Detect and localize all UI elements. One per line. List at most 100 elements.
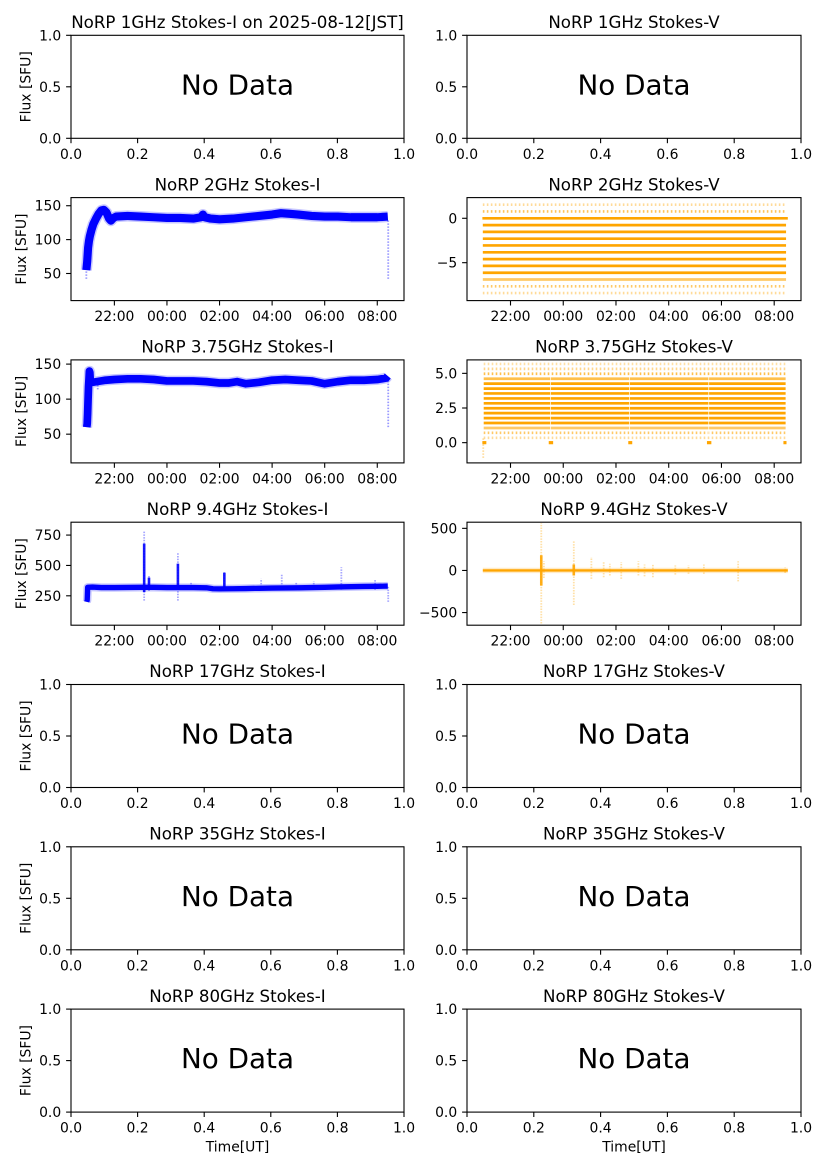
- x-tick-label: 0.2: [523, 958, 545, 974]
- x-tick-label: 0.6: [260, 796, 282, 812]
- x-tick-label: 0.2: [523, 147, 545, 163]
- x-tick-label: 0.2: [127, 147, 149, 163]
- x-tick-label: 0.8: [326, 147, 348, 163]
- panel-80ghz-stokes-i: 0.0 0.2 0.4 0.6 0.8 1.0 0.0 0.5 1.0 NoRP 80GHz St…: [19, 987, 416, 1156]
- x-tick-label: 08:00: [357, 634, 397, 650]
- x-tick-label: 00:00: [543, 634, 583, 650]
- axes-frame: [70, 359, 405, 464]
- y-tick-label: 5.0: [435, 366, 457, 382]
- x-tick-label: 0.4: [193, 958, 215, 974]
- y-tick-label: 1.0: [39, 28, 61, 44]
- x-tick-label: 0.6: [260, 958, 282, 974]
- x-tick-label: 0.4: [590, 147, 612, 163]
- zero-level-block: [548, 441, 554, 445]
- zero-level-block: [482, 441, 487, 445]
- x-tick-label: 0.2: [127, 1121, 149, 1137]
- panel-2ghz-stokes-i: 22:00 00:00 02:00 04:00 06:00 08:00 50 100 150 No…: [14, 175, 405, 325]
- no-data-annotation: No Data: [577, 880, 690, 913]
- x-tick-label: 06:00: [701, 634, 741, 650]
- y-tick-label: 0.5: [435, 80, 457, 96]
- x-tick-label: 0.2: [523, 1121, 545, 1137]
- x-tick-label: 08:00: [357, 309, 397, 325]
- x-tick-label: 0.0: [456, 796, 478, 812]
- x-tick-label: 0.8: [326, 1121, 348, 1137]
- x-tick-label: 0.2: [127, 958, 149, 974]
- x-tick-label: 08:00: [754, 309, 794, 325]
- x-tick-label: 06:00: [701, 471, 741, 487]
- x-axis-label: Time[UT]: [601, 1140, 665, 1156]
- x-tick-label: 0.6: [260, 1121, 282, 1137]
- y-tick-label: 0.0: [39, 781, 61, 797]
- x-tick-label: 0.8: [326, 796, 348, 812]
- x-tick-label: 0.2: [127, 796, 149, 812]
- y-tick-label: −500: [419, 606, 457, 622]
- x-tick-label: 0.2: [523, 796, 545, 812]
- panel-title: NoRP 9.4GHz Stokes-V: [540, 500, 728, 519]
- x-tick-label: 00:00: [147, 471, 187, 487]
- y-axis-label: Flux [SFU]: [19, 51, 35, 122]
- panel-title: NoRP 80GHz Stokes-I: [149, 987, 325, 1006]
- x-tick-label: 04:00: [649, 471, 689, 487]
- x-tick-label: 02:00: [200, 634, 240, 650]
- no-data-annotation: No Data: [181, 718, 294, 751]
- x-tick-label: 00:00: [543, 471, 583, 487]
- panel-title: NoRP 9.4GHz Stokes-I: [147, 500, 329, 519]
- x-tick-label: 04:00: [252, 309, 292, 325]
- x-tick-label: 0.0: [456, 1121, 478, 1137]
- x-tick-label: 1.0: [393, 958, 415, 974]
- x-tick-label: 0.0: [456, 958, 478, 974]
- x-tick-label: 0.0: [456, 147, 478, 163]
- x-tick-label: 1.0: [790, 958, 812, 974]
- x-tick-label: 02:00: [596, 634, 636, 650]
- flux-band: [82, 205, 389, 271]
- y-tick-label: 0.0: [39, 131, 61, 147]
- no-data-annotation: No Data: [181, 1042, 294, 1075]
- y-axis-label: Flux [SFU]: [19, 1025, 35, 1096]
- flux-band: [84, 583, 388, 603]
- x-tick-label: 08:00: [357, 471, 397, 487]
- axes-frame: [466, 197, 802, 302]
- y-tick-label: 150: [35, 357, 62, 373]
- y-tick-label: 50: [44, 427, 62, 443]
- panel-title: NoRP 35GHz Stokes-I: [149, 825, 325, 844]
- x-tick-label: 00:00: [147, 309, 187, 325]
- axes-frame: [466, 359, 802, 464]
- x-tick-label: 0.8: [723, 1121, 745, 1137]
- x-tick-label: 0.0: [60, 796, 82, 812]
- no-data-annotation: No Data: [181, 880, 294, 913]
- y-tick-label: 0: [448, 563, 457, 579]
- y-tick-label: −5: [437, 256, 457, 272]
- x-tick-label: 00:00: [543, 309, 583, 325]
- x-axis-label: Time[UT]: [205, 1140, 269, 1156]
- y-axis-label: Flux [SFU]: [14, 376, 30, 447]
- x-tick-label: 1.0: [790, 1121, 812, 1137]
- x-tick-label: 0.4: [193, 796, 215, 812]
- panel-title: NoRP 1GHz Stokes-I on 2025-08-12[JST]: [71, 13, 404, 32]
- y-tick-label: 0.0: [39, 943, 61, 959]
- axes-frame: [466, 521, 802, 626]
- x-tick-label: 0.6: [656, 958, 678, 974]
- y-tick-label: 0.0: [39, 1105, 61, 1121]
- y-tick-label: 0.0: [435, 436, 457, 452]
- panel-title: NoRP 2GHz Stokes-V: [548, 175, 720, 194]
- x-tick-label: 0.4: [590, 796, 612, 812]
- x-tick-label: 06:00: [305, 471, 345, 487]
- x-tick-label: 04:00: [252, 634, 292, 650]
- x-tick-label: 1.0: [790, 147, 812, 163]
- panel-2ghz-stokes-v: 22:00 00:00 02:00 04:00 06:00 08:00 −5 0 NoRP 2G…: [437, 175, 802, 325]
- no-data-annotation: No Data: [577, 1042, 690, 1075]
- x-tick-label: 02:00: [596, 309, 636, 325]
- x-tick-label: 04:00: [649, 634, 689, 650]
- y-tick-label: 100: [35, 233, 62, 249]
- y-tick-label: 0.5: [435, 1054, 457, 1070]
- x-tick-label: 1.0: [790, 796, 812, 812]
- x-tick-label: 22:00: [94, 634, 134, 650]
- x-tick-label: 0.8: [723, 147, 745, 163]
- zero-level-block: [783, 441, 787, 445]
- panel-9p4ghz-stokes-v: 22:00 00:00 02:00 04:00 06:00 08:00 −500 0 500 No…: [419, 500, 802, 650]
- y-tick-label: 750: [35, 528, 62, 544]
- panel-1ghz-stokes-i: 0.0 0.2 0.4 0.6 0.8 1.0 0.0 0.5 1.0 NoRP 1GHz Sto…: [19, 13, 416, 163]
- x-tick-label: 0.4: [590, 958, 612, 974]
